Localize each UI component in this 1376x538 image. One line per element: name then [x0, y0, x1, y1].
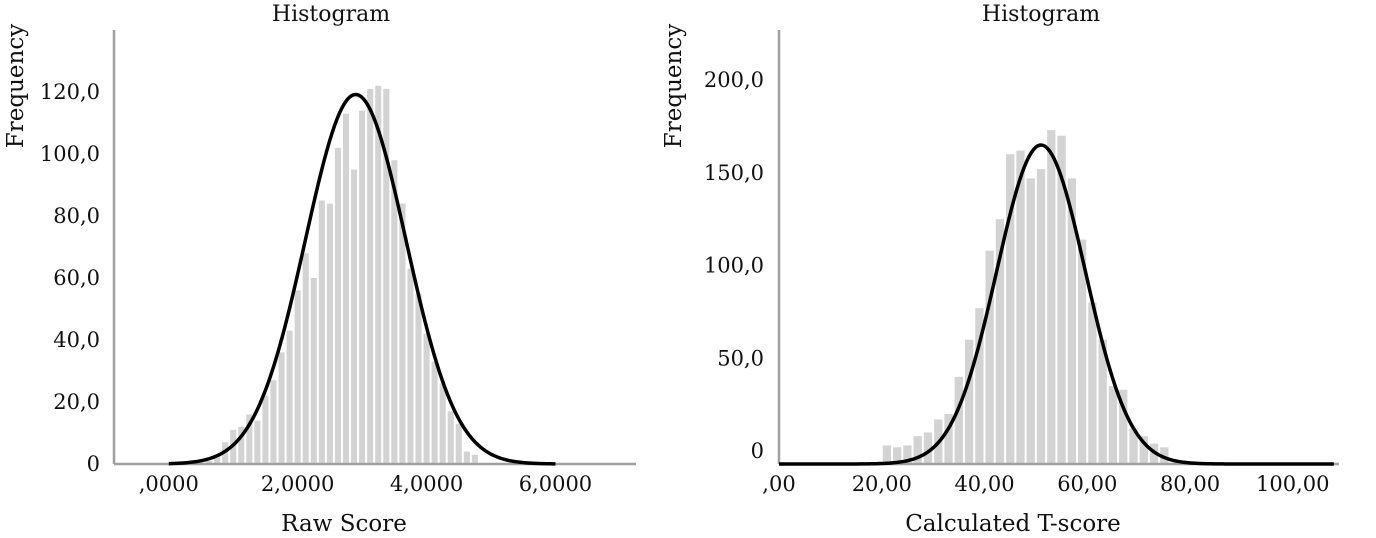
left-bars — [206, 85, 478, 465]
histogram-bar — [214, 454, 221, 464]
x-tick-label: 100,00 — [1256, 472, 1329, 496]
histogram-bar — [1077, 239, 1087, 464]
histogram-bar — [995, 219, 1005, 464]
histogram-bar — [1036, 169, 1046, 464]
right-y-tick-labels: 0 50,0 100,0 150,0 200,0 — [704, 68, 764, 463]
histogram-bar — [318, 200, 325, 464]
left-y-axis-label: Frequency — [3, 24, 29, 148]
histogram-bar — [1129, 428, 1138, 464]
histogram-bar — [342, 113, 350, 464]
histogram-bar — [238, 426, 245, 464]
histogram-bar — [359, 110, 366, 464]
x-tick-label: 6,0000 — [519, 472, 592, 496]
histogram-bar — [893, 447, 902, 464]
histogram-bar — [334, 147, 341, 465]
x-tick-label: 40,00 — [954, 472, 1014, 496]
histogram-bar — [399, 203, 406, 464]
right-y-axis-label: Frequency — [661, 24, 687, 148]
x-tick-label: 4,0000 — [390, 472, 463, 496]
histogram-bar — [1047, 130, 1056, 464]
histogram-bar — [286, 330, 293, 464]
histogram-bar — [1057, 135, 1066, 464]
histogram-bar — [1016, 150, 1025, 464]
histogram-bar — [246, 414, 253, 464]
histogram-bar — [1119, 389, 1128, 464]
histogram-bar — [455, 423, 462, 464]
histogram-bar — [391, 160, 398, 464]
histogram-bar — [1088, 302, 1097, 464]
y-tick-label: 40,0 — [53, 328, 100, 352]
histogram-bar — [944, 413, 953, 464]
histogram-bar — [254, 420, 261, 464]
t-score-histogram: Histogram 0 50,0 100,0 150,0 200,0 ,00 20,00 4… — [661, 2, 1339, 537]
histogram-bar — [383, 88, 390, 465]
right-chart-title: Histogram — [982, 2, 1100, 27]
histogram-bar — [903, 445, 912, 464]
y-tick-label: 20,0 — [53, 390, 100, 414]
histogram-bar — [310, 278, 317, 464]
histogram-bar — [423, 333, 430, 464]
histogram-bar — [923, 432, 933, 464]
histogram-bar — [882, 445, 892, 464]
histogram-bar — [447, 411, 454, 464]
x-tick-label: ,0000 — [139, 472, 199, 496]
y-tick-label: 200,0 — [704, 68, 764, 92]
left-chart-title: Histogram — [272, 2, 390, 27]
histogram-bar — [1067, 178, 1076, 464]
right-bars — [882, 130, 1169, 464]
left-x-tick-labels: ,0000 2,0000 4,0000 6,0000 — [139, 472, 592, 496]
histogram-bar — [431, 361, 438, 464]
histogram-bar — [278, 352, 285, 464]
y-tick-label: 120,0 — [40, 80, 100, 104]
histogram-bar — [302, 253, 309, 464]
right-normal-curve — [779, 143, 1334, 466]
histogram-bar — [913, 436, 922, 464]
histogram-bar — [975, 308, 984, 464]
y-tick-label: 0 — [751, 439, 764, 463]
y-tick-label: 50,0 — [717, 346, 764, 370]
x-tick-label: 2,0000 — [261, 472, 334, 496]
x-tick-label: 80,00 — [1160, 472, 1220, 496]
histogram-bar — [407, 268, 414, 464]
histogram-bar — [463, 451, 470, 464]
left-y-tick-labels: 0 20,0 40,0 60,0 80,0 100,0 120,0 — [40, 80, 100, 476]
histogram-bar — [1098, 339, 1107, 464]
raw-score-histogram: Histogram 0 20,0 40,0 60,0 80,0 100,0 120,0 ,0… — [3, 2, 636, 537]
y-tick-label: 100,0 — [40, 142, 100, 166]
x-tick-label: 60,00 — [1057, 472, 1117, 496]
left-normal-curve — [168, 92, 556, 466]
histogram-bar — [439, 383, 446, 464]
histogram-bar — [1139, 436, 1148, 464]
y-tick-label: 100,0 — [704, 254, 764, 278]
y-tick-label: 60,0 — [53, 266, 100, 290]
histogram-bar — [415, 293, 422, 464]
histogram-bar — [954, 376, 963, 464]
x-tick-label: 20,00 — [852, 472, 912, 496]
histogram-bar — [262, 395, 269, 464]
histogram-bar — [1108, 386, 1118, 464]
histogram-bar — [367, 88, 374, 465]
histogram-bar — [964, 339, 974, 464]
histogram-bar — [1026, 178, 1035, 464]
histogram-bar — [985, 250, 994, 464]
histogram-bar — [471, 454, 478, 464]
x-tick-label: ,00 — [762, 472, 795, 496]
left-x-axis-label: Raw Score — [281, 511, 407, 537]
right-x-tick-labels: ,00 20,00 40,00 60,00 80,00 100,00 — [762, 472, 1329, 496]
histogram-bar — [270, 380, 277, 464]
histogram-bar — [351, 169, 358, 464]
y-tick-label: 0 — [87, 452, 100, 476]
histogram-bar — [294, 290, 301, 464]
y-tick-label: 150,0 — [704, 161, 764, 185]
histogram-bar — [326, 203, 333, 464]
histogram-bar — [1006, 154, 1015, 464]
right-x-axis-label: Calculated T-score — [905, 511, 1121, 537]
y-tick-label: 80,0 — [53, 204, 100, 228]
histogram-bar — [206, 460, 213, 464]
histogram-bar — [375, 85, 382, 465]
